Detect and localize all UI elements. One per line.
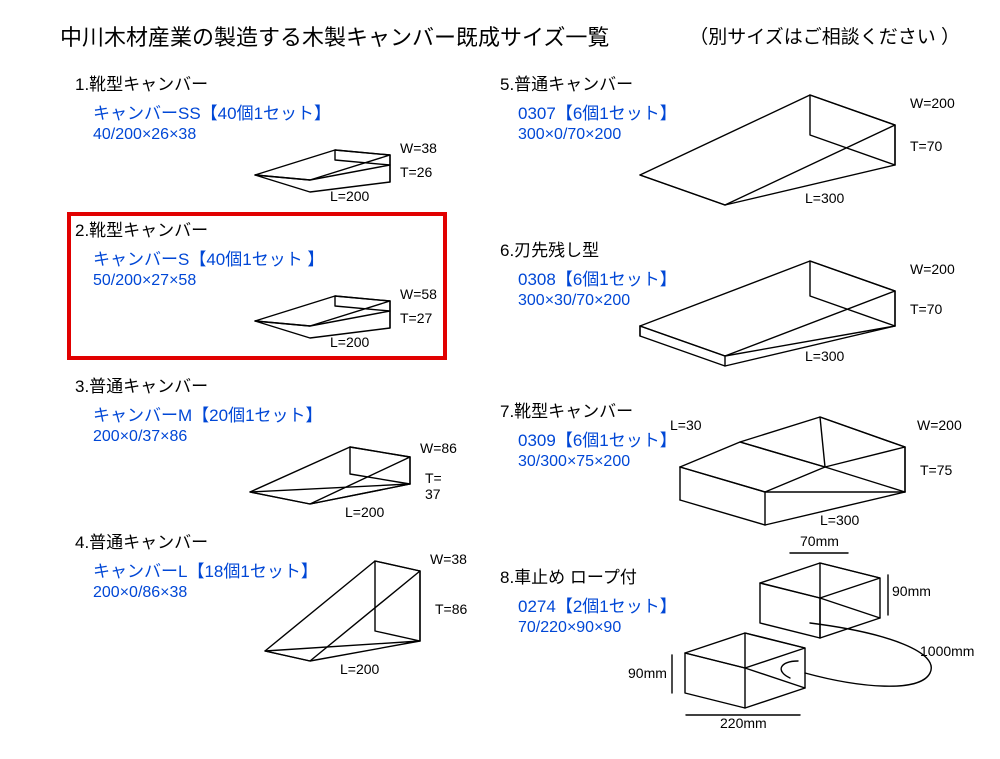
dim-w: W=200 [910, 261, 955, 277]
page-root: 中川木材産業の製造する木製キャンバー既成サイズ一覧 （別サイズはご相談ください … [0, 0, 1000, 750]
dim-bh: 90mm [628, 665, 667, 681]
item-heading: 2.靴型キャンバー [75, 216, 505, 241]
dim-w: W=200 [910, 95, 955, 111]
dim-l: L=200 [345, 504, 384, 520]
dim-l: L=300 [820, 512, 859, 528]
wedge-diagram: W=200 T=70 L=300 [620, 246, 910, 381]
wedge-diagram: W=200 T=70 L=300 [620, 80, 910, 225]
wedge-diagram: 70mm 90mm 1000mm 220mm 90mm [630, 543, 950, 728]
catalog-item: 5.普通キャンバー 0307【6個1セット】 300×0/70×200 W=20… [500, 70, 930, 230]
wedge-diagram: W=38 T=26 L=200 [235, 120, 405, 205]
left-column: 1.靴型キャンバー キャンバーSS【40個1セット】 40/200×26×38 … [75, 70, 505, 704]
wedge-diagram: L=30 W=200 T=75 L=300 [620, 407, 920, 552]
dim-rope: 1000mm [920, 643, 974, 659]
dim-w: W=200 [917, 417, 962, 433]
catalog-item: 8.車止め ロープ付 0274【2個1セット】 70/220×90×90 70m… [500, 563, 930, 753]
right-column: 5.普通キャンバー 0307【6個1セット】 300×0/70×200 W=20… [500, 70, 930, 759]
dim-t: T=26 [400, 164, 432, 180]
catalog-item: 2.靴型キャンバー キャンバーS【40個1セット 】 50/200×27×58 … [75, 216, 505, 366]
dim-w: W=38 [430, 551, 467, 567]
catalog-item: 4.普通キャンバー キャンバーL【18個1セット】 200×0/86×38 W=… [75, 528, 505, 698]
dim-l: L=200 [330, 188, 369, 204]
catalog-item: 7.靴型キャンバー 0309【6個1セット】 30/300×75×200 L=3… [500, 397, 930, 557]
dim-l2: L=30 [670, 417, 702, 433]
dim-t: T= 37 [425, 470, 442, 502]
dim-t: T=75 [920, 462, 952, 478]
dim-l: L=200 [340, 661, 379, 677]
dim-t: T=70 [910, 138, 942, 154]
dim-w: W=86 [420, 440, 457, 456]
dim-l: L=200 [330, 334, 369, 350]
dim-w: W=38 [400, 140, 437, 156]
dim-t: T=86 [435, 601, 467, 617]
wedge-diagram: W=58 T=27 L=200 [235, 266, 405, 351]
item-heading: 1.靴型キャンバー [75, 70, 505, 95]
item-heading: 3.普通キャンバー [75, 372, 505, 397]
dim-l: L=300 [805, 348, 844, 364]
wedge-diagram: W=86 T= 37 L=200 [235, 422, 425, 527]
catalog-item: 3.普通キャンバー キャンバーM【20個1セット】 200×0/37×86 W=… [75, 372, 505, 522]
dim-t: T=27 [400, 310, 432, 326]
dim-t: T=70 [910, 301, 942, 317]
catalog-item: 6.刃先残し型 0308【6個1セット】 300×30/70×200 W=200… [500, 236, 930, 391]
dim-bw: 220mm [720, 715, 767, 731]
catalog-item: 1.靴型キャンバー キャンバーSS【40個1セット】 40/200×26×38 … [75, 70, 505, 210]
dim-l: L=300 [805, 190, 844, 206]
dim-right: 90mm [892, 583, 931, 599]
dim-top: 70mm [800, 533, 839, 549]
dim-w: W=58 [400, 286, 437, 302]
page-subtitle: （別サイズはご相談ください ） [689, 22, 960, 49]
wedge-diagram: W=38 T=86 L=200 [245, 546, 445, 691]
